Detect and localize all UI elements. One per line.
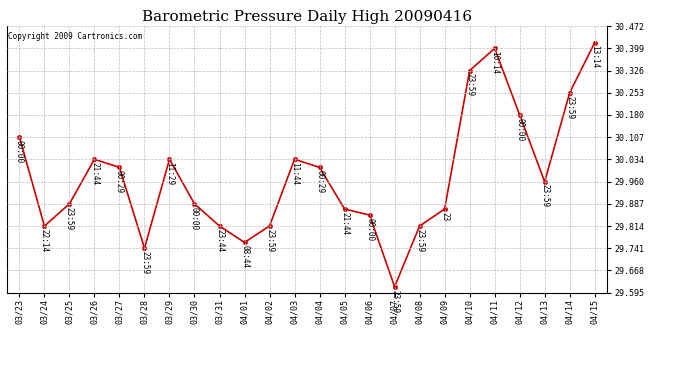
Text: 23:59: 23:59 — [265, 229, 274, 252]
Text: 00:29: 00:29 — [315, 170, 324, 194]
Text: 23:59: 23:59 — [540, 184, 549, 208]
Text: 21:44: 21:44 — [90, 162, 99, 185]
Text: 23:59: 23:59 — [140, 251, 149, 274]
Text: 08:44: 08:44 — [240, 245, 249, 268]
Text: 13:14: 13:14 — [590, 45, 599, 69]
Text: 00:29: 00:29 — [115, 170, 124, 194]
Title: Barometric Pressure Daily High 20090416: Barometric Pressure Daily High 20090416 — [142, 10, 472, 24]
Text: 11:29: 11:29 — [165, 162, 174, 185]
Text: 23:44: 23:44 — [215, 229, 224, 252]
Text: 23: 23 — [440, 212, 449, 221]
Text: 23:59: 23:59 — [465, 74, 474, 96]
Text: Copyright 2009 Cartronics.com: Copyright 2009 Cartronics.com — [8, 32, 142, 40]
Text: 10:14: 10:14 — [490, 51, 499, 74]
Text: 22:14: 22:14 — [40, 229, 49, 252]
Text: 11:44: 11:44 — [290, 162, 299, 185]
Text: 00:00: 00:00 — [515, 118, 524, 141]
Text: 00:00: 00:00 — [190, 207, 199, 230]
Text: 00:00: 00:00 — [365, 218, 374, 241]
Text: 23:59: 23:59 — [65, 207, 74, 230]
Text: 23:59: 23:59 — [415, 229, 424, 252]
Text: 21:44: 21:44 — [340, 212, 349, 235]
Text: 23:59: 23:59 — [390, 290, 399, 313]
Text: 00:00: 00:00 — [15, 140, 24, 163]
Text: 23:59: 23:59 — [565, 96, 574, 118]
